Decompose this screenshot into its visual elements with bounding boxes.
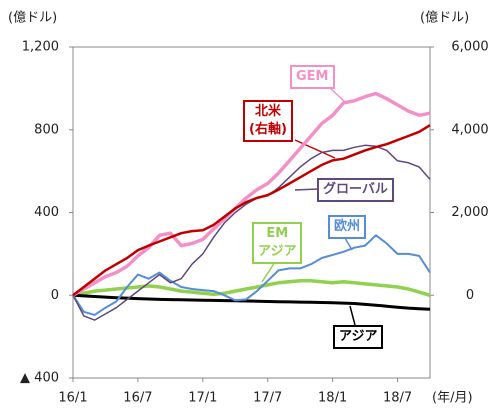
series-label: 北米 (右軸) [243, 100, 293, 142]
y-axis-label: (億ドル) [8, 10, 57, 26]
y-tick-label: 400 [34, 205, 59, 220]
x-tick-label: 17/1 [188, 391, 217, 406]
y2-axis-label: (億ドル) [420, 10, 469, 26]
series-line [72, 234, 431, 316]
y-tick-label: 1,200 [22, 40, 59, 55]
y2-tick-label: 6,000 [451, 40, 488, 55]
arrow [349, 305, 356, 326]
series-line [72, 91, 431, 297]
series-label: アジア [333, 325, 384, 349]
series-line [72, 293, 431, 311]
arrow [329, 87, 346, 103]
series-label: GEM [290, 65, 335, 89]
arrow [294, 188, 319, 191]
arrow [294, 139, 336, 159]
y2-tick-label: 2,000 [451, 205, 488, 220]
x-tick-label: 18/1 [318, 391, 347, 406]
x-tick-label: 18/7 [383, 391, 412, 406]
annotation: (右軸) [249, 122, 287, 137]
y2-tick-label: 0 [466, 288, 474, 303]
x-tick-label: 16/1 [58, 391, 87, 406]
x-tick-label: 17/7 [253, 391, 282, 406]
series-line [72, 279, 431, 298]
series-label: 欧州 [328, 215, 367, 239]
series-line [72, 124, 431, 297]
y-tick-label: 800 [34, 122, 59, 137]
x-tick-label: 16/7 [123, 391, 152, 406]
series-label: EM アジア [252, 222, 303, 264]
x-axis-label: (年/月) [432, 391, 473, 406]
y2-tick-label: 4,000 [451, 122, 488, 137]
series-label: グローバル [317, 178, 394, 202]
y-tick-label: 0 [51, 288, 59, 303]
y-tick-label: ▲ 400 [20, 371, 59, 386]
arrow [261, 261, 276, 283]
